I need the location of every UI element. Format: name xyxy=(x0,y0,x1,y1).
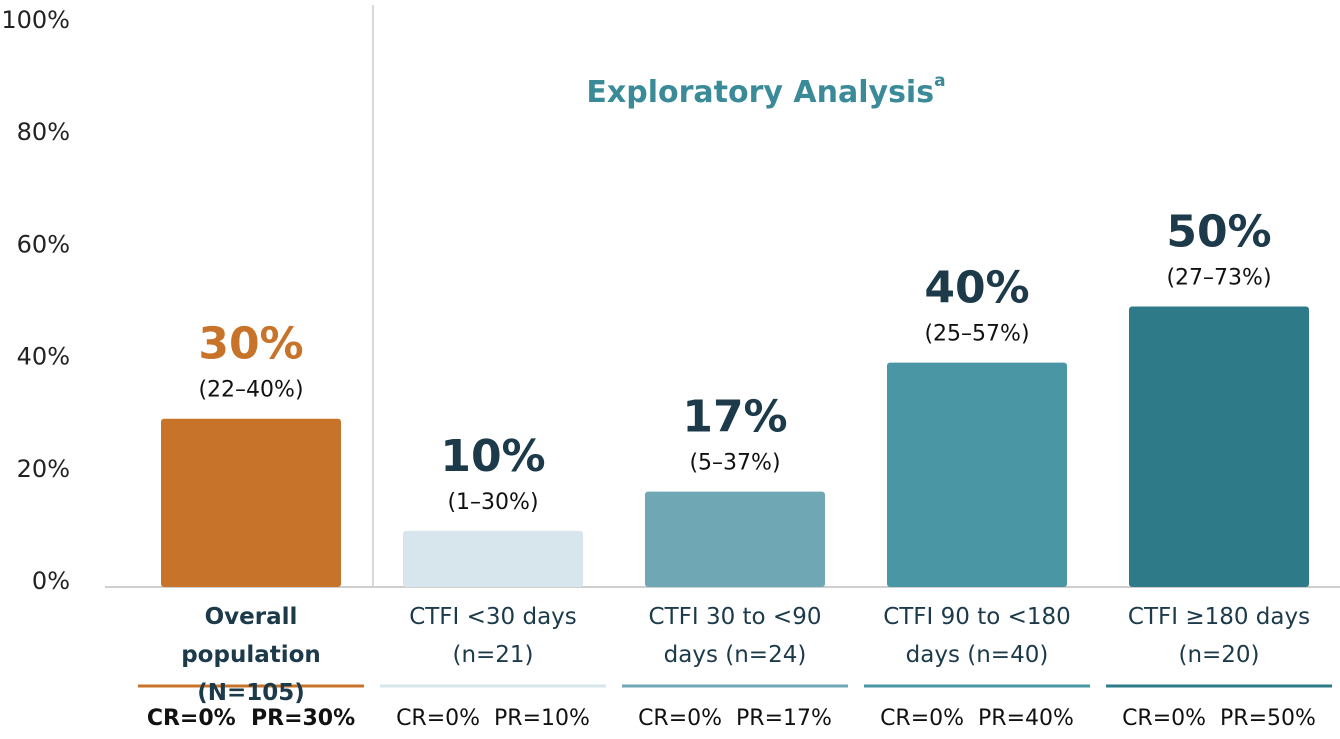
x-tick-label: CTFI 90 to <180 days (n=40) xyxy=(883,604,1071,668)
interval-label: (27–73%) xyxy=(1166,266,1271,291)
bar xyxy=(403,530,583,587)
response-label: CR=0% PR=10% xyxy=(396,706,590,731)
response-label: CR=0% PR=17% xyxy=(638,706,832,731)
title-superscript: a xyxy=(934,71,945,91)
chart-title: Exploratory Analysisa xyxy=(586,71,945,110)
bar xyxy=(645,491,825,587)
y-tick-label: 20% xyxy=(17,455,70,483)
bar xyxy=(887,362,1067,587)
y-tick-label: 60% xyxy=(17,230,70,258)
y-tick-label: 40% xyxy=(17,343,70,371)
interval-label: (5–37%) xyxy=(689,451,780,476)
interval-label: (1–30%) xyxy=(447,490,538,515)
x-tick-label: Overall population (N=105) xyxy=(181,604,321,706)
response-label: CR=0% PR=50% xyxy=(1122,706,1316,731)
value-label: 17% xyxy=(682,392,787,443)
bar xyxy=(1129,306,1309,587)
y-tick-label: 100% xyxy=(1,6,70,34)
y-tick-label: 0% xyxy=(32,567,70,595)
response-label: CR=0% PR=30% xyxy=(146,706,356,731)
response-label: CR=0% PR=40% xyxy=(880,706,1074,731)
y-tick-label: 80% xyxy=(17,118,70,146)
x-tick-label: CTFI ≥180 days (n=20) xyxy=(1127,604,1311,668)
value-label: 50% xyxy=(1166,207,1271,258)
interval-label: (25–57%) xyxy=(924,322,1029,347)
bar xyxy=(161,418,341,587)
x-tick-label: CTFI 30 to <90 days (n=24) xyxy=(648,604,822,668)
x-tick-label: CTFI <30 days (n=21) xyxy=(409,604,577,668)
value-label: 10% xyxy=(440,431,545,482)
value-label: 30% xyxy=(198,319,303,370)
title-text: Exploratory Analysis xyxy=(586,75,934,110)
value-label: 40% xyxy=(924,263,1029,314)
interval-label: (22–40%) xyxy=(198,378,303,403)
